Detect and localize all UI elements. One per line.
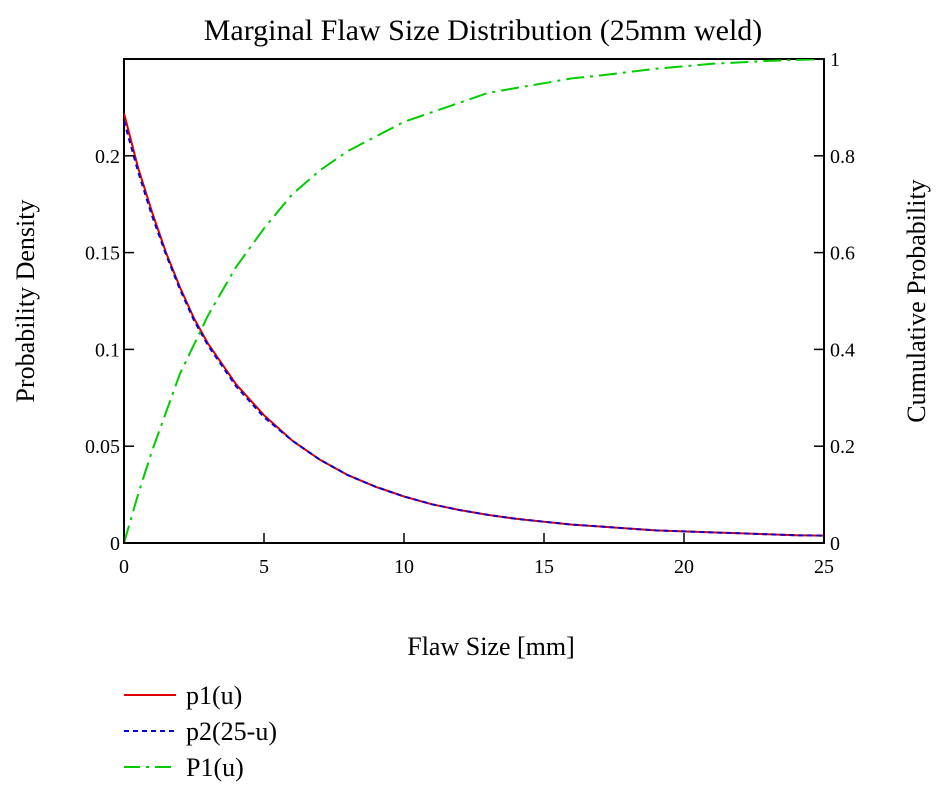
y2-tick-label: 0: [830, 533, 840, 555]
y2-tick-label: 1: [830, 49, 840, 71]
chart-title: Marginal Flaw Size Distribution (25mm we…: [204, 14, 763, 47]
y2-tick-label: 0.4: [830, 339, 855, 361]
x-axis-label: Flaw Size [mm]: [407, 632, 575, 661]
y-tick-label: 0.1: [95, 339, 120, 361]
y2-tick-label: 0.8: [830, 146, 855, 168]
x-axis-ticks: 0 5 10 15 20 25: [119, 533, 834, 578]
y2-tick-label: 0.2: [830, 436, 855, 458]
x-tick-label: 10: [394, 556, 414, 578]
y-axis-ticks: 0 0.05 0.1 0.15 0.2: [85, 146, 134, 555]
y-axis-label: Probability Density: [11, 200, 40, 403]
x-tick-label: 15: [534, 556, 554, 578]
y2-axis-label: Cumulative Probability: [902, 179, 931, 422]
y-tick-label: 0.05: [85, 436, 120, 458]
x-tick-label: 0: [119, 556, 129, 578]
legend-label-1: p1(u): [186, 681, 242, 710]
y-tick-label: 0.15: [85, 243, 120, 265]
legend-label-2: p2(25-u): [186, 717, 277, 746]
plot-area: [124, 59, 824, 543]
y2-tick-label: 0.6: [830, 243, 855, 265]
y-tick-label: 0: [110, 533, 120, 555]
plot-frame: [123, 58, 825, 544]
y2-axis-ticks: 0 0.2 0.4 0.6 0.8 1: [814, 49, 855, 555]
legend-label-3: P1(u): [186, 753, 244, 782]
series-line-3: [124, 59, 824, 543]
x-tick-label: 20: [674, 556, 694, 578]
y-tick-label: 0.2: [95, 146, 120, 168]
x-tick-label: 5: [259, 556, 269, 578]
series-layer: [124, 59, 824, 543]
legend: p1(u) p2(25-u) P1(u): [124, 681, 277, 782]
series-line-1: [124, 112, 824, 537]
x-tick-label: 25: [814, 556, 834, 578]
series-line-2: [124, 120, 824, 537]
